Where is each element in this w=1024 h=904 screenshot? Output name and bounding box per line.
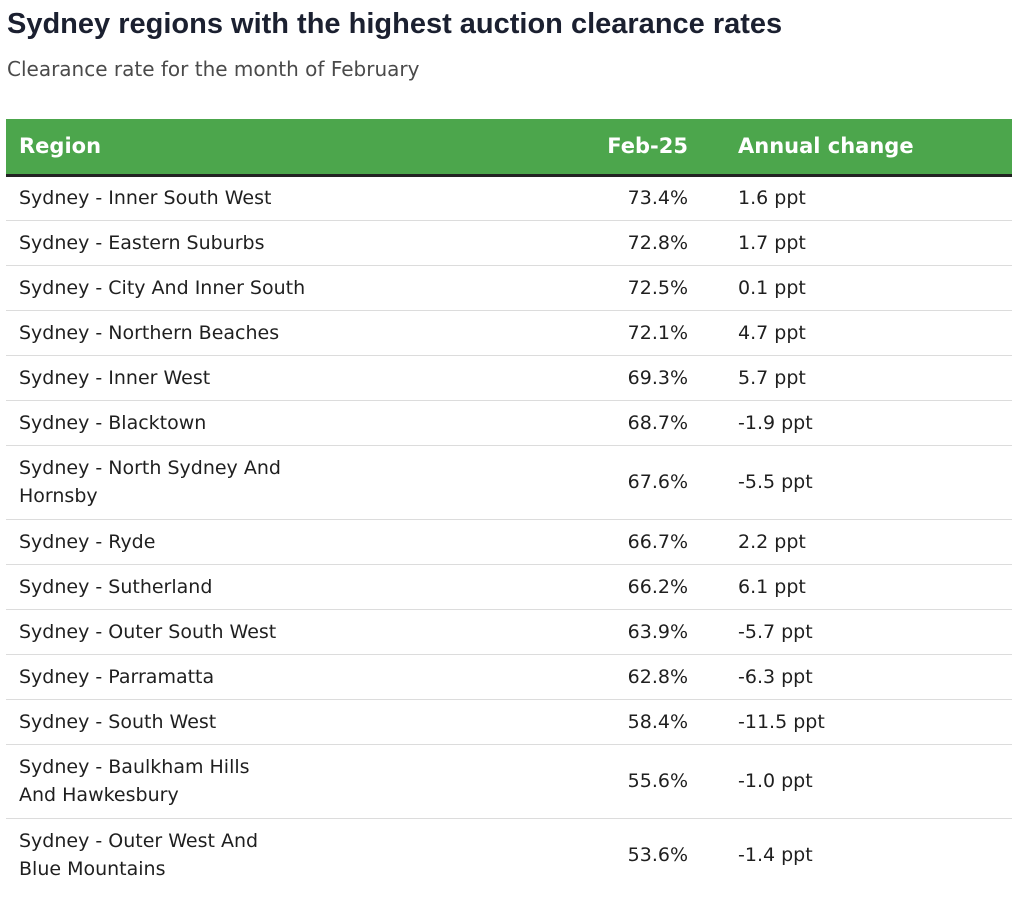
rate-cell: 72.1% [589, 310, 715, 356]
table-row: Sydney - South West 58.4% -11.5 ppt [6, 699, 1012, 745]
table-row: Sydney - Parramatta 62.8% -6.3 ppt [6, 654, 1012, 700]
column-header-change: Annual change [738, 134, 914, 159]
region-cell: Sydney - Outer South West [6, 609, 589, 655]
rate-cell: 62.8% [589, 654, 715, 700]
region-cell: Sydney - Eastern Suburbs [6, 220, 589, 266]
rate-cell: 66.7% [589, 519, 715, 565]
table-header: Region Feb-25 Annual change [6, 119, 1012, 175]
change-cell: -11.5 ppt [715, 699, 1012, 745]
region-cell: Sydney - Inner South West [6, 175, 589, 221]
change-cell: 5.7 ppt [715, 355, 1012, 401]
table-row: Sydney - Ryde 66.7% 2.2 ppt [6, 519, 1012, 565]
table-row: Sydney - Eastern Suburbs 72.8% 1.7 ppt [6, 220, 1012, 266]
rate-cell: 69.3% [589, 355, 715, 401]
region-cell: Sydney - Parramatta [6, 654, 589, 700]
change-cell: -1.4 ppt [738, 844, 813, 867]
rate-cell: 68.7% [589, 400, 715, 446]
rate-cell: 58.4% [589, 699, 715, 745]
rate-cell: 66.2% [589, 564, 715, 610]
table-row: Sydney - City And Inner South 72.5% 0.1 pp… [6, 265, 1012, 311]
table-row: Sydney - Outer South West 63.9% -5.7 ppt [6, 609, 1012, 655]
change-cell: 1.6 ppt [715, 175, 1012, 221]
region-cell: Sydney - Ryde [6, 519, 589, 565]
clearance-table-container: Region Feb-25 Annual change Sydney - Inn… [6, 119, 1012, 892]
table-row: Sydney - Sutherland 66.2% 6.1 ppt [6, 564, 1012, 610]
chart-subtitle: Clearance rate for the month of February [7, 57, 420, 81]
rate-cell: 73.4% [589, 175, 715, 221]
region-cell: Sydney - Sutherland [6, 564, 589, 610]
change-cell: -5.7 ppt [715, 609, 1012, 655]
column-header-region: Region [19, 134, 102, 159]
chart-title: Sydney regions with the highest auction … [7, 8, 783, 40]
region-cell: Sydney - South West [6, 699, 589, 745]
region-cell: Sydney - Northern Beaches [6, 310, 589, 356]
rate-cell: 67.6% [589, 445, 715, 520]
rate-cell: 53.6% [627, 844, 688, 867]
region-cell: Sydney - Baulkham Hills And Hawkesbury [6, 744, 589, 819]
table-row: Sydney - Inner West 69.3% 5.7 ppt [6, 355, 1012, 401]
table-row: Sydney - Northern Beaches 72.1% 4.7 ppt [6, 310, 1012, 356]
change-cell: 1.7 ppt [715, 220, 1012, 266]
change-cell: 6.1 ppt [715, 564, 1012, 610]
rate-cell: 72.8% [589, 220, 715, 266]
change-cell: -1.0 ppt [715, 744, 1012, 819]
region-cell: Sydney - Blacktown [6, 400, 589, 446]
column-header-rate: Feb-25 [607, 134, 688, 159]
table-row: Sydney - North Sydney And Hornsby 67.6% -5… [6, 445, 1012, 520]
rate-cell: 72.5% [589, 265, 715, 311]
change-cell: -5.5 ppt [715, 445, 1012, 520]
region-cell: Sydney - Outer West And Blue Mountains [19, 830, 259, 881]
region-cell: Sydney - City And Inner South [6, 265, 589, 311]
rate-cell: 55.6% [589, 744, 715, 819]
table-row: Sydney - Outer West And Blue Mountains 53… [6, 818, 1012, 892]
rate-cell: 63.9% [589, 609, 715, 655]
change-cell: -1.9 ppt [715, 400, 1012, 446]
change-cell: -6.3 ppt [715, 654, 1012, 700]
table-row: Sydney - Baulkham Hills And Hawkesbury 55… [6, 744, 1012, 819]
table-body: Sydney - Inner South West 73.4% 1.6 ppt Syd… [6, 175, 1012, 892]
table-row: Sydney - Blacktown 68.7% -1.9 ppt [6, 400, 1012, 446]
region-cell: Sydney - North Sydney And Hornsby [6, 445, 589, 520]
header-row: Region Feb-25 Annual change [6, 119, 1012, 175]
clearance-table: Region Feb-25 Annual change Sydney - Inn… [6, 119, 1012, 892]
region-cell: Sydney - Inner West [6, 355, 589, 401]
change-cell: 0.1 ppt [715, 265, 1012, 311]
change-cell: 2.2 ppt [715, 519, 1012, 565]
change-cell: 4.7 ppt [715, 310, 1012, 356]
table-row: Sydney - Inner South West 73.4% 1.6 ppt [6, 175, 1012, 221]
